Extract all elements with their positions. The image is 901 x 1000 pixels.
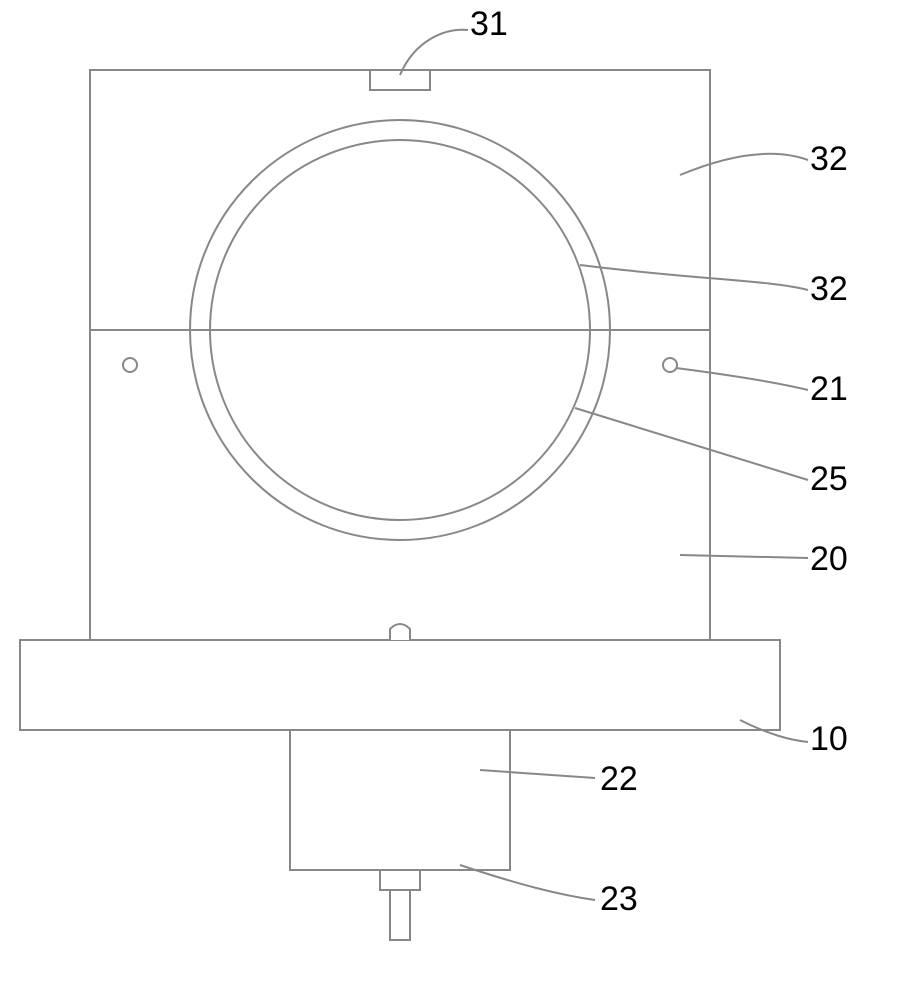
label-20: 20 [810,540,848,578]
label-25: 25 [810,460,848,498]
leader-31 [400,30,468,75]
label-21: 21 [810,370,848,408]
label-10: 10 [810,720,848,758]
label-22: 22 [600,760,638,798]
bottom-pin [390,624,410,640]
label-31: 31 [470,5,508,43]
label-32b: 32 [810,270,848,308]
label-23: 23 [600,880,638,918]
label-32a: 32 [810,140,848,178]
base-plate [20,640,780,730]
